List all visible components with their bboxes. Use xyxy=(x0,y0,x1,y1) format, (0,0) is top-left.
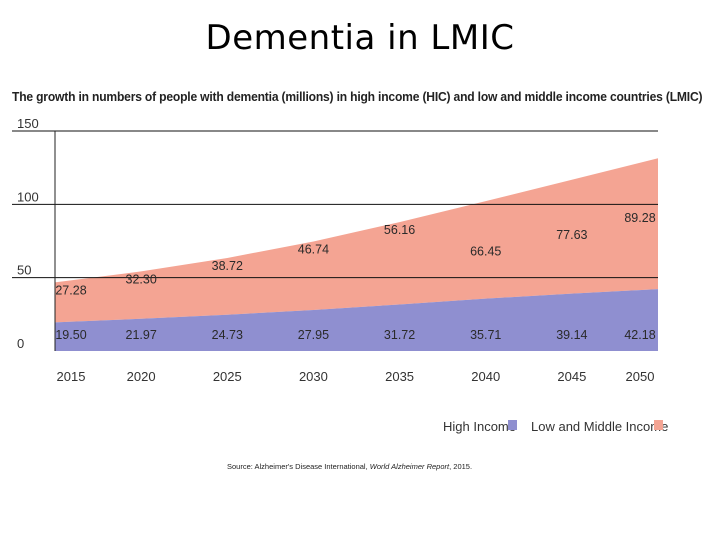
source-suffix: , 2015. xyxy=(449,462,473,471)
chart-legend: High Income Low and Middle Income xyxy=(443,419,668,434)
legend-label-lmic: Low and Middle Income xyxy=(531,419,668,434)
hic-value-label: 19.50 xyxy=(55,328,86,342)
x-tick-label: 2030 xyxy=(299,369,328,384)
lmic-value-label: 89.28 xyxy=(624,211,655,225)
y-tick-label: 0 xyxy=(17,336,24,351)
y-tick-label: 150 xyxy=(17,116,39,131)
hic-value-label: 35.71 xyxy=(470,328,501,342)
x-axis-ticks: 2015 2020 2025 2030 2035 2040 2045 2050 xyxy=(57,369,655,384)
hic-value-label: 21.97 xyxy=(126,328,157,342)
x-tick-label: 2015 xyxy=(57,369,86,384)
hic-value-label: 27.95 xyxy=(298,328,329,342)
slide-title: Dementia in LMIC xyxy=(205,18,515,58)
lmic-area xyxy=(55,158,658,323)
x-tick-label: 2025 xyxy=(213,369,242,384)
high-income-area xyxy=(55,289,658,351)
lmic-value-label: 46.74 xyxy=(298,242,329,256)
lmic-value-label: 56.16 xyxy=(384,223,415,237)
chart-gridlines xyxy=(12,130,658,351)
y-axis-ticks: 0 50 100 150 xyxy=(17,116,39,351)
legend-swatch-high-income xyxy=(508,420,517,430)
hic-value-label: 39.14 xyxy=(556,328,587,342)
legend-label-high-income: High Income xyxy=(443,419,516,434)
lmic-value-label: 38.72 xyxy=(212,259,243,273)
x-tick-label: 2020 xyxy=(127,369,156,384)
data-labels: 19.50 21.97 24.73 27.95 31.72 35.71 39.14 42.18… xyxy=(55,211,655,342)
chart-areas xyxy=(55,158,658,351)
y-tick-label: 50 xyxy=(17,263,31,278)
x-tick-label: 2050 xyxy=(626,369,655,384)
lmic-value-label: 32.30 xyxy=(126,272,157,286)
chart-title: The growth in numbers of people with dem… xyxy=(12,89,703,104)
lmic-value-label: 66.45 xyxy=(470,245,501,259)
x-tick-label: 2045 xyxy=(557,369,586,384)
source-report: World Alzheimer Report xyxy=(369,462,450,471)
lmic-value-label: 77.63 xyxy=(556,228,587,242)
lmic-value-label: 27.28 xyxy=(55,283,86,297)
hic-value-label: 24.73 xyxy=(212,328,243,342)
y-tick-label: 100 xyxy=(17,189,39,204)
hic-value-label: 42.18 xyxy=(624,328,655,342)
x-tick-label: 2040 xyxy=(471,369,500,384)
hic-value-label: 31.72 xyxy=(384,328,415,342)
x-tick-label: 2035 xyxy=(385,369,414,384)
source-note: Source: Alzheimer's Disease Internationa… xyxy=(227,462,472,471)
source-prefix: Source: Alzheimer's Disease Internationa… xyxy=(227,462,370,471)
legend-swatch-lmic xyxy=(654,420,663,430)
